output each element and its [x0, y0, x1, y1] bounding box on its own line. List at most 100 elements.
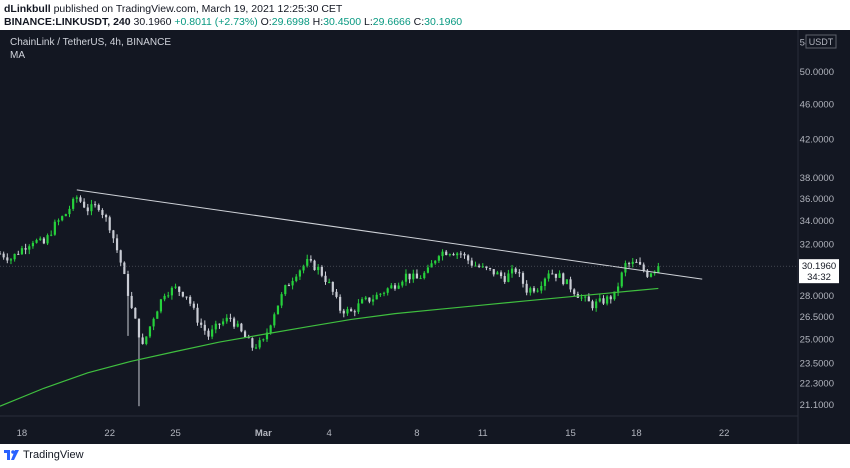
candle-body	[529, 288, 532, 293]
candle-body	[309, 259, 312, 261]
candle-body	[591, 301, 594, 309]
candle-body	[328, 281, 331, 283]
time-tick-label: 11	[478, 428, 488, 439]
price-tick-label: 32.0000	[800, 239, 834, 250]
candle-body	[364, 297, 367, 300]
candle-body	[247, 337, 250, 339]
price-chart[interactable]: 21.1000 22.3000 23.5000 25.0000 26.5000 28.00…	[0, 30, 850, 444]
candle-body	[598, 298, 601, 302]
candle-body	[382, 292, 386, 294]
candle-body	[159, 299, 163, 312]
candle-body	[126, 273, 130, 296]
candle-body	[137, 318, 141, 338]
candle-body	[108, 217, 111, 231]
tradingview-icon	[4, 450, 19, 461]
candle-body	[13, 253, 16, 260]
current-price-badge	[799, 259, 839, 284]
candle-body	[386, 288, 389, 293]
candle-body	[90, 204, 93, 212]
candle-body	[346, 309, 349, 314]
candle-body	[24, 248, 27, 250]
chart-legend-indicator: MA	[10, 50, 25, 61]
candle-body	[46, 235, 49, 244]
candle-body	[302, 265, 305, 271]
candle-body	[97, 204, 100, 211]
candle-body	[79, 197, 82, 202]
candle-body	[558, 273, 561, 278]
candle-body	[587, 296, 590, 302]
time-tick-label: Mar	[255, 428, 272, 439]
candle-body	[178, 286, 181, 292]
candle-body	[434, 260, 437, 264]
author-name[interactable]: dLinkbull	[4, 3, 51, 15]
price-tick-label: 34.0000	[800, 216, 834, 227]
candle-body	[642, 264, 645, 271]
candle-body	[554, 273, 558, 278]
candle-body	[540, 285, 543, 291]
candle-body	[317, 266, 320, 271]
candle-body	[350, 309, 353, 312]
candle-body	[145, 336, 148, 344]
candle-body	[207, 330, 210, 337]
candle-body	[631, 261, 634, 264]
candle-body	[401, 281, 404, 286]
candle-body	[211, 329, 214, 337]
candle-body	[324, 275, 327, 283]
time-tick-label: 15	[565, 428, 576, 439]
candle-body	[156, 311, 159, 319]
candle-body	[64, 214, 67, 217]
candle-body	[397, 285, 400, 289]
candle-body	[189, 296, 192, 304]
candle-body	[229, 317, 232, 319]
candle-body	[496, 272, 499, 275]
candle-body	[258, 340, 261, 348]
high-label: H:	[312, 16, 324, 28]
candle-body	[423, 272, 426, 279]
candle-body	[657, 266, 660, 273]
candle-body	[510, 268, 514, 274]
candle-body	[240, 323, 243, 332]
candle-body	[284, 285, 287, 295]
time-tick-label: 8	[414, 428, 419, 439]
candle-body	[174, 286, 177, 288]
candle-body	[357, 303, 360, 312]
candle-body	[280, 294, 283, 306]
candle-body	[203, 324, 206, 331]
price-tick-label: 23.5000	[800, 358, 834, 369]
symbol-label: BINANCE:LINKUSDT, 240	[4, 16, 131, 28]
candle-body	[115, 238, 119, 251]
candle-body	[635, 261, 638, 263]
candle-body	[368, 297, 371, 302]
candle-body	[101, 210, 104, 215]
candle-body	[181, 291, 184, 297]
candle-body	[6, 257, 9, 261]
candle-body	[543, 278, 547, 286]
candle-body	[518, 272, 521, 274]
time-tick-label: 25	[170, 428, 181, 439]
close-label: C:	[413, 16, 425, 28]
candle-body	[412, 273, 415, 280]
time-tick-label: 22	[719, 428, 730, 439]
candle-body	[313, 260, 316, 271]
candle-body	[167, 295, 170, 297]
candle-body	[68, 208, 71, 215]
candle-body	[196, 307, 199, 323]
candle-body	[408, 273, 411, 280]
candle-body	[485, 266, 488, 269]
candle-body	[273, 314, 276, 326]
tradingview-logo[interactable]: TradingView	[4, 449, 84, 461]
candle-body	[499, 272, 503, 277]
candle-body	[514, 268, 517, 273]
chart-legend-title: ChainLink / TetherUS, 4h, BINANCE	[10, 37, 172, 48]
candle-body	[72, 198, 75, 209]
candle-body	[152, 318, 155, 327]
candle-body	[200, 322, 203, 325]
chart-area[interactable]: 21.1000 22.3000 23.5000 25.0000 26.5000 28.00…	[0, 30, 850, 444]
candle-body	[20, 248, 24, 255]
close-value: 30.1960	[424, 16, 463, 28]
candle-body	[93, 204, 97, 206]
candle-body	[617, 286, 620, 292]
candle-body	[606, 296, 609, 304]
price-tick-label: 38.0000	[800, 173, 834, 184]
time-tick-label: 22	[104, 428, 115, 439]
